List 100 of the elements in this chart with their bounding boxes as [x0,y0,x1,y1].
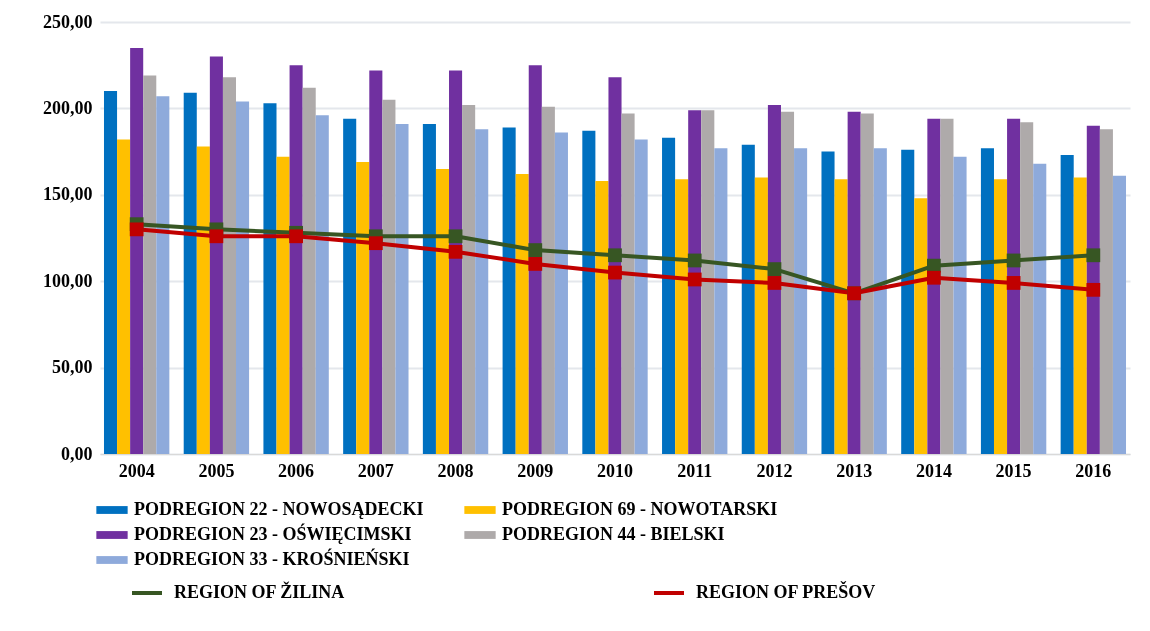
y-tick-label: 100,00 [43,270,93,291]
bar [621,113,635,454]
bar [183,92,197,454]
bar [940,118,954,454]
bar [1033,163,1047,454]
point [528,243,543,257]
bar [236,101,250,454]
bar [847,111,861,454]
x-tick-label: 2008 [437,460,474,481]
bar [675,179,689,454]
bar [130,47,144,454]
bar [356,161,370,454]
legend-label: REGION OF ŽILINA [174,581,345,602]
bar [608,77,622,454]
bar [860,113,874,454]
bar [914,198,928,454]
point [926,270,941,285]
bar [741,144,755,454]
point [608,248,622,263]
x-tick-label: 2004 [118,460,155,481]
point [1006,276,1021,290]
bar [688,110,702,454]
bar [541,106,555,454]
bar [369,70,383,454]
legend-label: PODREGION 69 - NOWOTARSKI [502,499,778,519]
bar [435,168,450,454]
bar [1060,155,1074,454]
bar [1073,177,1087,454]
bar [1086,125,1100,454]
x-tick-label: 2012 [756,460,793,481]
bar [422,123,436,454]
point [209,229,224,244]
bar [980,148,994,454]
bar [1007,118,1021,454]
x-tick-label: 2015 [995,460,1032,481]
bar [754,177,768,454]
legend-label: REGION OF PREŠOV [696,581,876,602]
bar [117,139,131,454]
bar [994,179,1008,454]
point [368,236,383,251]
bar [315,115,329,454]
point [448,244,463,259]
bar [515,174,529,454]
bar [156,96,170,454]
bar [821,151,835,454]
x-tick-label: 2014 [915,460,952,481]
bar [1099,129,1113,454]
point [608,265,622,280]
x-tick-label: 2013 [836,460,873,481]
y-tick-label: 200,00 [43,97,93,118]
point [528,257,543,271]
point [767,276,782,290]
y-tick-label: 250,00 [43,11,93,32]
bar [780,111,795,454]
x-tick-label: 2011 [677,460,713,481]
bar [767,104,781,454]
point [767,262,782,276]
bar [103,91,118,454]
x-tick-label: 2009 [517,460,554,481]
point [129,222,144,237]
bar [794,148,808,454]
bar [289,65,303,454]
legend-label: PODREGION 44 - BIELSKI [502,524,725,544]
bar [462,104,476,454]
bar [382,99,396,454]
point [289,229,304,244]
bar [502,127,516,454]
legend-label: PODREGION 33 - KROŚNIEŃSKI [134,548,410,569]
bar [276,156,290,454]
bar [873,148,887,454]
x-tick-label: 2010 [597,460,633,481]
bar [554,132,568,454]
bar [302,87,316,454]
x-tick-label: 2005 [198,460,235,481]
bar [196,146,210,454]
bar [634,139,648,454]
bar [701,110,715,454]
x-tick-label: 2007 [357,460,394,481]
bar [449,70,463,454]
legend-label: PODREGION 22 - NOWOSĄDECKI [134,499,424,519]
y-tick-label: 50,00 [52,357,93,378]
bar [953,156,967,454]
x-tick-label: 2016 [1075,460,1112,481]
bar [263,103,277,454]
bar [1112,175,1127,454]
point [687,253,702,268]
y-tick-label: 150,00 [43,184,93,205]
bar [343,118,357,454]
legend-label: PODREGION 23 - OŚWIĘCIMSKI [134,523,412,544]
bar [209,56,223,454]
bar [662,137,676,454]
bar [582,130,596,454]
bar [222,77,236,454]
bar [901,149,915,454]
x-tick-label: 2006 [278,460,315,481]
bar [714,148,728,454]
point [1086,282,1101,297]
bar [528,65,542,454]
bar [475,129,489,454]
bar [595,180,609,454]
